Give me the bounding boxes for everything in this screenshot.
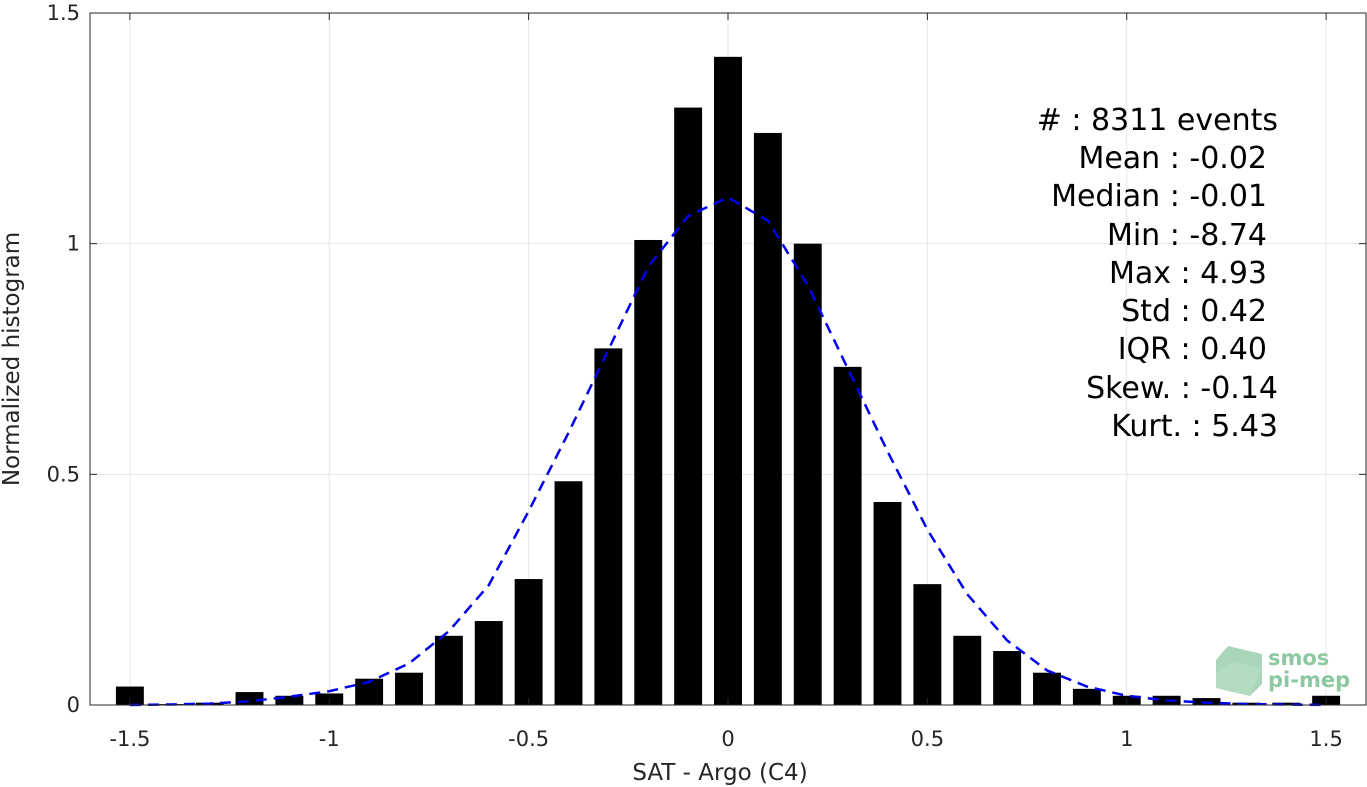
y-axis-ticks: 0 0.5 1 1.5 xyxy=(47,1,1366,717)
histogram-bar xyxy=(793,243,822,705)
logo-text-smos: smos xyxy=(1268,646,1329,670)
logo-text-pi-mep: pi-mep xyxy=(1268,668,1350,692)
histogram-bar xyxy=(1272,702,1301,705)
stat-min: Min : -8.74 xyxy=(1107,218,1267,253)
x-tick-label: -1 xyxy=(319,727,340,751)
histogram-bar xyxy=(833,366,862,705)
histogram-bar xyxy=(115,686,144,705)
histogram-bar xyxy=(1072,688,1101,705)
histogram-bar xyxy=(993,651,1022,705)
histogram-bar xyxy=(634,239,663,705)
histogram-bars xyxy=(115,56,1341,706)
stat-median: Median : -0.01 xyxy=(1051,179,1267,214)
histogram-bar xyxy=(275,695,304,705)
histogram-bar xyxy=(1033,672,1061,705)
y-tick-label: 1 xyxy=(67,232,80,256)
histogram-bar xyxy=(434,635,463,705)
x-tick-label: 0 xyxy=(721,727,734,751)
histogram-bar xyxy=(913,584,942,705)
histogram-bar xyxy=(753,132,782,706)
y-tick-label: 0.5 xyxy=(47,462,80,486)
x-axis-label: SAT - Argo (C4) xyxy=(632,760,807,786)
histogram-bar xyxy=(674,107,703,705)
gaussian-fit-line xyxy=(129,196,1327,707)
histogram-bar xyxy=(594,348,623,705)
stat-skew: Skew. : -0.14 xyxy=(1086,371,1278,406)
logo-wave-shade xyxy=(1216,662,1262,696)
histogram-bar xyxy=(554,481,583,705)
x-tick-label: -0.5 xyxy=(508,727,549,751)
histogram-bar xyxy=(714,56,742,706)
stat-std: Std : 0.42 xyxy=(1121,294,1267,329)
smos-pi-mep-logo: smos pi-mep xyxy=(1216,646,1350,696)
y-tick-label: 1.5 xyxy=(47,1,80,25)
stats-annotation: # : 8311 events Mean : -0.02 Median : -0… xyxy=(1037,103,1278,444)
x-axis-ticks: -1.5 -1 -0.5 0 0.5 1 1.5 xyxy=(109,13,1343,751)
stat-max: Max : 4.93 xyxy=(1109,256,1267,291)
histogram-bar xyxy=(474,621,503,705)
x-tick-label: 1.5 xyxy=(1309,727,1342,751)
stat-iqr: IQR : 0.40 xyxy=(1118,332,1267,367)
x-tick-label: -1.5 xyxy=(109,727,150,751)
histogram-bar xyxy=(873,502,902,705)
stat-count: # : 8311 events xyxy=(1037,103,1278,138)
fit-curve-layer xyxy=(129,196,1327,707)
histogram-bar xyxy=(953,635,982,705)
histogram-bar xyxy=(395,672,423,705)
x-tick-label: 1 xyxy=(1120,727,1133,751)
y-axis-label: Normalized histogram xyxy=(0,232,25,486)
x-tick-label: 0.5 xyxy=(911,727,944,751)
stat-mean: Mean : -0.02 xyxy=(1078,141,1267,176)
y-tick-label: 0 xyxy=(67,693,80,717)
histogram-bar xyxy=(514,579,543,705)
stat-kurt: Kurt. : 5.43 xyxy=(1111,409,1278,444)
